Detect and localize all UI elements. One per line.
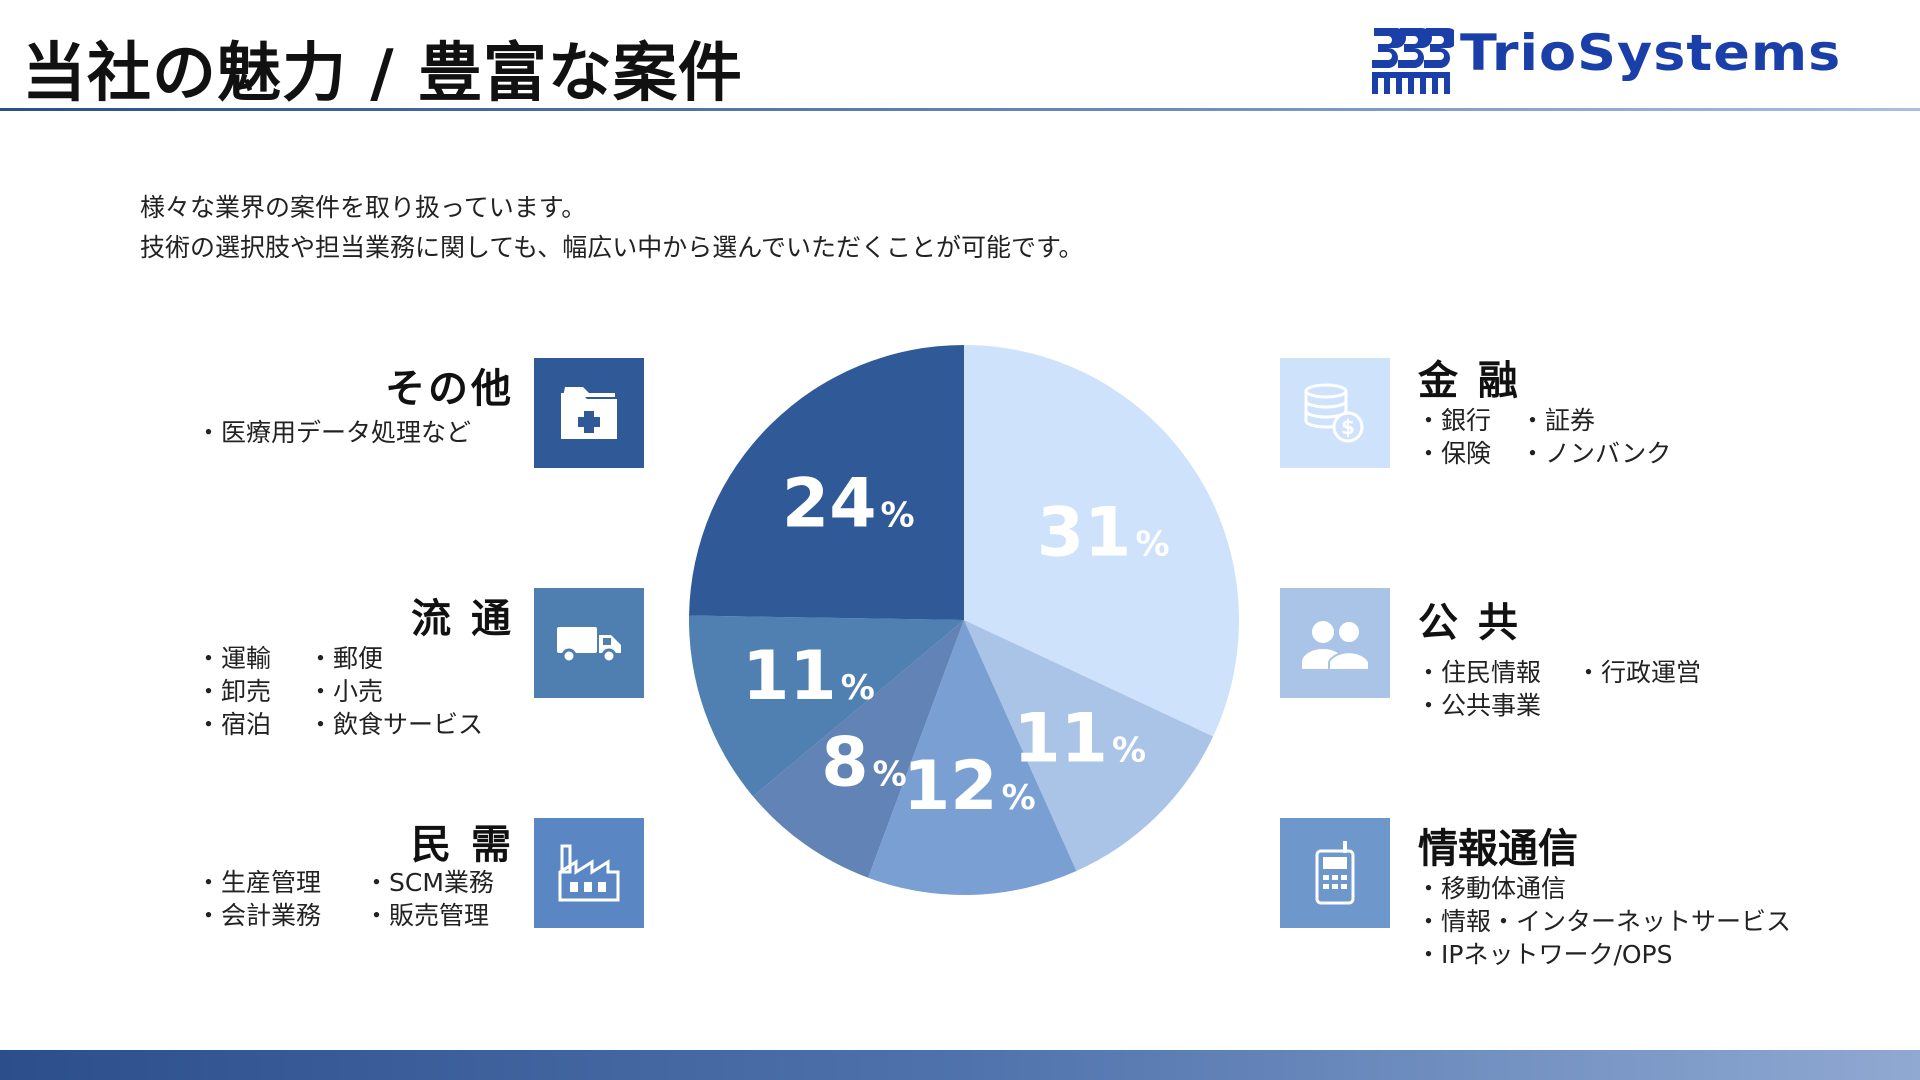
pie-slice-distribution [689, 615, 964, 797]
category-title-telecom: 情報通信 [1418, 826, 1578, 872]
item-wholesale: ・卸売 [196, 677, 272, 706]
pie-label-public: 11% [1013, 700, 1146, 779]
item-public-works: ・公共事業 [1416, 691, 1542, 720]
logo-text: TrioSystems [1460, 24, 1842, 82]
logo-mark-icon [1372, 28, 1454, 94]
pie-label-finance: 31% [1037, 493, 1170, 572]
item-accounting: ・会計業務 [196, 901, 322, 930]
item-retail: ・小売 [308, 677, 384, 706]
intro-line-2: 技術の選択肢や担当業務に関しても、幅広い中から選んでいただくことが可能です。 [140, 233, 1084, 262]
company-logo: TrioSystems [1368, 20, 1904, 96]
item-insurance: ・保険 [1416, 439, 1492, 468]
item-scm: ・SCM業務 [364, 868, 494, 897]
pie-slice-other [689, 345, 964, 620]
icon-box-private [534, 818, 644, 928]
pie-slice-telecom [753, 620, 964, 878]
category-items-finance: ・銀行 ・証券 ・保険 ・ノンバンク [1416, 404, 1671, 470]
pie-label-other: 24% [782, 464, 915, 543]
category-items-private: ・生産管理 ・SCM業務 ・会計業務 ・販売管理 [196, 866, 494, 932]
category-title-private: 民 需 [411, 822, 514, 868]
truck-icon [557, 627, 621, 663]
coins-icon: $ [1304, 383, 1364, 443]
pie-label-private: 12% [903, 747, 1036, 826]
item-medical-data: ・医療用データ処理など [196, 418, 472, 447]
intro-text: 様々な業界の案件を取り扱っています。 技術の選択肢や担当業務に関しても、幅広い中… [140, 188, 1084, 268]
category-title-other: その他 [385, 366, 514, 412]
industry-pie-chart: 31 %11 %12 %8 %11 %24% [689, 345, 1239, 896]
item-bank: ・銀行 [1416, 406, 1492, 435]
pie-slice-public [964, 620, 1214, 871]
category-items-public: ・住民情報 ・行政運営 ・公共事業 [1416, 656, 1701, 722]
item-internet-service: ・情報・インターネットサービス [1416, 907, 1792, 936]
category-title-public: 公 共 [1418, 600, 1521, 646]
icon-box-finance: $ [1280, 358, 1390, 468]
item-resident-info: ・住民情報 [1416, 658, 1542, 687]
icon-box-distribution [534, 588, 644, 698]
pie-label-telecom: 8% [821, 723, 906, 802]
item-mobile: ・移動体通信 [1416, 874, 1567, 903]
item-transport: ・運輸 [196, 644, 272, 673]
svg-text:$: $ [1341, 415, 1355, 439]
pie-label-distribution: 11% [742, 637, 875, 716]
item-lodging: ・宿泊 [196, 710, 272, 739]
medical-folder-icon [561, 387, 617, 439]
item-nonbank: ・ノンバンク [1520, 439, 1672, 468]
icon-box-other [534, 358, 644, 468]
category-items-other: ・医療用データ処理など [196, 416, 471, 449]
item-ip-network: ・IPネットワーク/OPS [1416, 940, 1673, 969]
intro-line-1: 様々な業界の案件を取り扱っています。 [140, 193, 587, 222]
title-divider [0, 108, 1920, 111]
category-title-finance: 金 融 [1418, 358, 1521, 404]
category-items-distribution: ・運輸 ・郵便 ・卸売 ・小売 ・宿泊 ・飲食サービス [196, 642, 483, 741]
category-items-telecom: ・移動体通信 ・情報・インターネットサービス ・IPネットワーク/OPS [1416, 872, 1791, 971]
footer-bar [0, 1050, 1920, 1080]
item-sales-mgmt: ・販売管理 [364, 901, 490, 930]
item-production-mgmt: ・生産管理 [196, 868, 322, 897]
factory-icon [558, 844, 620, 902]
icon-box-public [1280, 588, 1390, 698]
icon-box-telecom [1280, 818, 1390, 928]
pie-slice-finance [964, 345, 1239, 737]
item-admin-ops: ・行政運営 [1576, 658, 1702, 687]
item-securities: ・証券 [1520, 406, 1596, 435]
phone-icon [1315, 841, 1355, 905]
people-icon [1300, 619, 1370, 671]
item-postal: ・郵便 [308, 644, 384, 673]
category-title-distribution: 流 通 [411, 596, 514, 642]
item-food-service: ・飲食サービス [308, 710, 484, 739]
pie-slice-private [868, 620, 1077, 896]
page-title: 当社の魅力 / 豊富な案件 [22, 37, 743, 111]
